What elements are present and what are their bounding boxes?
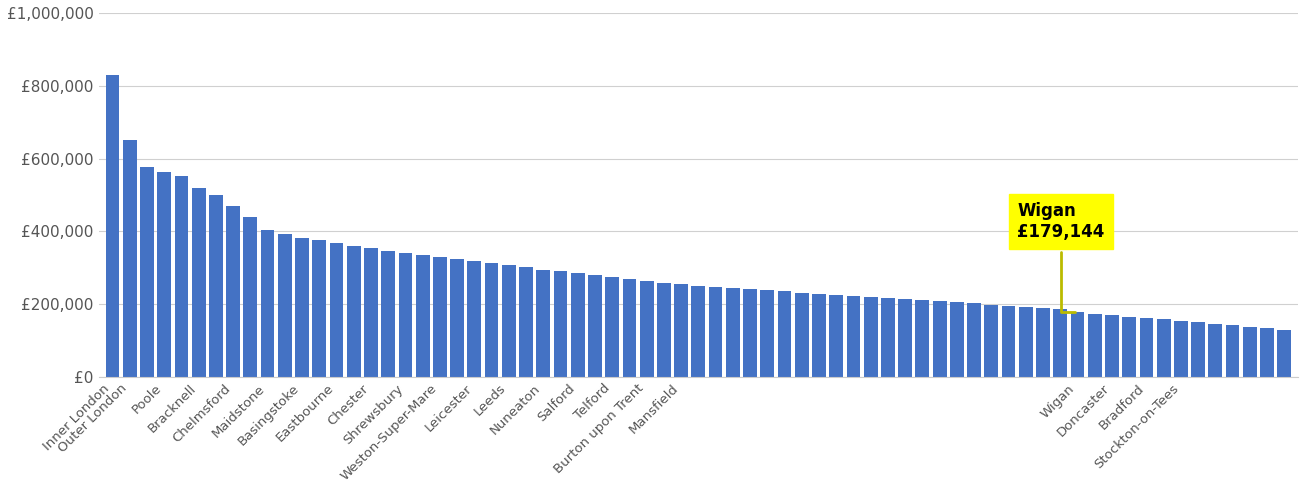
Bar [933, 301, 946, 377]
Bar [950, 302, 964, 377]
Bar [847, 296, 860, 377]
Bar [812, 294, 826, 377]
Bar [1261, 328, 1274, 377]
Bar [1070, 312, 1084, 377]
Bar [244, 217, 257, 377]
Bar [692, 286, 705, 377]
Bar [967, 303, 981, 377]
Bar [467, 261, 482, 377]
Bar [123, 140, 137, 377]
Bar [743, 289, 757, 377]
Bar [106, 75, 119, 377]
Bar [158, 172, 171, 377]
Bar [1225, 325, 1240, 377]
Bar [795, 293, 809, 377]
Bar [639, 281, 654, 377]
Bar [312, 240, 326, 377]
Bar [502, 265, 515, 377]
Bar [1036, 308, 1051, 377]
Bar [1002, 306, 1015, 377]
Bar [1019, 307, 1032, 377]
Bar [726, 288, 740, 377]
Bar [830, 294, 843, 377]
Bar [1278, 330, 1291, 377]
Bar [589, 275, 602, 377]
Bar [416, 255, 429, 377]
Bar [192, 188, 205, 377]
Bar [536, 270, 551, 377]
Bar [226, 206, 240, 377]
Bar [1105, 315, 1118, 377]
Bar [450, 259, 465, 377]
Bar [1174, 321, 1188, 377]
Bar [484, 264, 499, 377]
Bar [709, 287, 723, 377]
Bar [295, 238, 309, 377]
Bar [364, 248, 378, 377]
Bar [675, 284, 688, 377]
Bar [1088, 314, 1101, 377]
Bar [1242, 327, 1257, 377]
Bar [570, 273, 585, 377]
Bar [1053, 309, 1067, 377]
Bar [761, 291, 774, 377]
Bar [916, 300, 929, 377]
Bar [898, 299, 912, 377]
Bar [606, 277, 619, 377]
Bar [261, 229, 274, 377]
Bar [778, 292, 791, 377]
Bar [1191, 322, 1205, 377]
Bar [175, 176, 188, 377]
Bar [347, 245, 360, 377]
Bar [864, 297, 877, 377]
Bar [622, 279, 637, 377]
Bar [140, 167, 154, 377]
Bar [519, 268, 532, 377]
Bar [330, 243, 343, 377]
Bar [381, 251, 395, 377]
Text: Wigan
£179,144: Wigan £179,144 [1017, 202, 1104, 312]
Bar [278, 234, 292, 377]
Bar [209, 196, 223, 377]
Bar [1156, 319, 1171, 377]
Bar [656, 283, 671, 377]
Bar [553, 271, 568, 377]
Bar [1122, 317, 1137, 377]
Bar [433, 257, 446, 377]
Bar [984, 305, 998, 377]
Bar [881, 298, 895, 377]
Bar [1208, 324, 1223, 377]
Bar [1139, 318, 1154, 377]
Bar [398, 253, 412, 377]
